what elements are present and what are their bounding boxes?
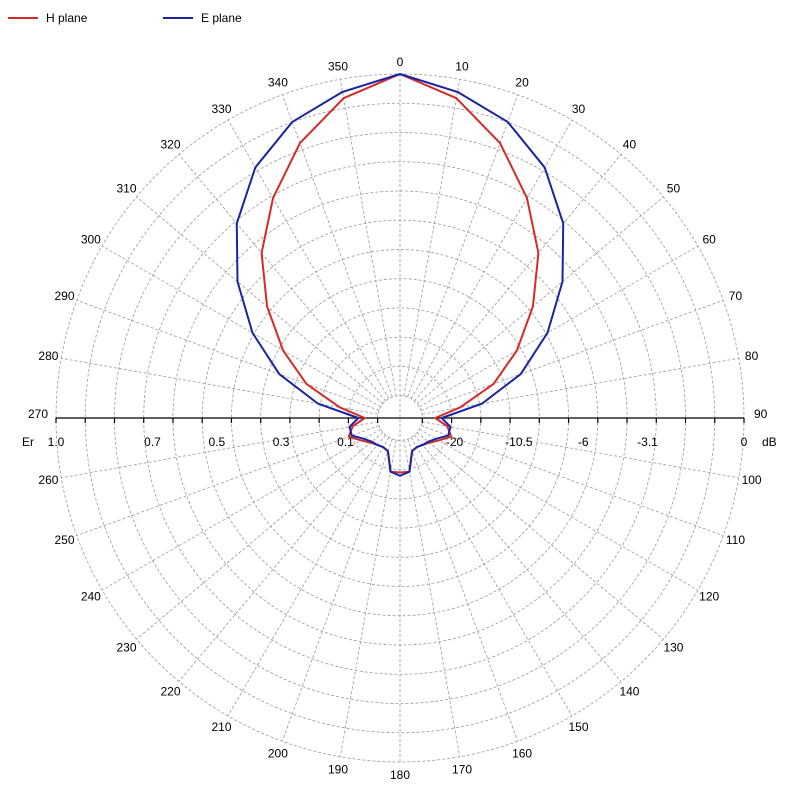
angle-tick-label: 220 xyxy=(161,684,181,698)
radial-right-tick-label: -20 xyxy=(446,435,464,449)
grid-spoke xyxy=(414,434,622,682)
grid-spoke xyxy=(281,94,393,398)
angle-tick-label: 70 xyxy=(729,289,743,303)
angle-tick-label: 170 xyxy=(452,763,472,777)
grid-spoke xyxy=(410,119,573,399)
grid-spoke xyxy=(414,154,622,402)
angle-tick-label: 290 xyxy=(55,289,75,303)
grid-spoke xyxy=(419,428,699,591)
grid-spoke xyxy=(281,438,393,742)
grid-spoke xyxy=(178,154,386,402)
angle-tick-label: 0 xyxy=(397,55,404,69)
radial-right-tick-label: -6 xyxy=(578,435,589,449)
angle-tick-label: 90 xyxy=(754,407,768,421)
angle-tick-label: 210 xyxy=(211,720,231,734)
legend-item-h-plane: H plane xyxy=(8,9,87,27)
grid-spoke xyxy=(420,299,724,411)
angle-tick-label: 50 xyxy=(667,182,681,196)
angle-tick-label: 270 xyxy=(28,407,48,421)
angle-tick-label: 330 xyxy=(211,102,231,116)
grid-spoke xyxy=(76,425,380,537)
legend-label-e-plane: E plane xyxy=(201,11,242,25)
angle-tick-label: 190 xyxy=(328,763,348,777)
radial-left-tick-label: 1.0 xyxy=(48,435,65,449)
grid-spoke xyxy=(339,439,397,757)
series-line-e-plane xyxy=(235,73,565,477)
radial-left-tick-label: 0.5 xyxy=(208,435,225,449)
grid-spoke xyxy=(407,94,519,398)
grid-spoke xyxy=(420,425,724,537)
radial-left-tick-label: 0.7 xyxy=(144,435,161,449)
angle-tick-label: 310 xyxy=(117,182,137,196)
angle-tick-label: 260 xyxy=(38,473,58,487)
angle-tick-label: 340 xyxy=(268,76,288,90)
angle-tick-label: 30 xyxy=(572,102,586,116)
series-line-h-plane xyxy=(260,73,540,474)
grid-spoke xyxy=(76,299,380,411)
angle-tick-label: 250 xyxy=(55,533,75,547)
series-lines xyxy=(235,73,565,477)
grid-spoke xyxy=(416,432,664,640)
radial-right-axis-label: dB xyxy=(762,435,777,449)
angle-tick-label: 20 xyxy=(515,76,529,90)
grid-spoke xyxy=(339,79,397,397)
radial-right-tick-label: -3.1 xyxy=(637,435,658,449)
angle-tick-label: 100 xyxy=(742,473,762,487)
angle-tick-label: 60 xyxy=(702,233,716,247)
angle-tick-label: 10 xyxy=(455,59,469,73)
grid-spoke xyxy=(101,428,381,591)
radial-right-tick-label: 0 xyxy=(741,435,748,449)
angle-tick-label: 140 xyxy=(619,684,639,698)
angle-tick-label: 80 xyxy=(745,349,759,363)
legend-swatch-h-plane xyxy=(8,17,38,19)
angle-tick-label: 150 xyxy=(568,720,588,734)
angle-tick-label: 130 xyxy=(663,640,683,654)
angle-tick-label: 110 xyxy=(726,533,745,547)
grid-spoke xyxy=(61,357,379,415)
grid-spoke xyxy=(61,421,379,479)
legend-swatch-e-plane xyxy=(163,17,193,19)
angle-tick-label: 160 xyxy=(512,746,532,760)
grid-spoke xyxy=(101,245,381,408)
grid-spoke xyxy=(421,357,739,415)
grid-spoke xyxy=(416,196,664,404)
grid-spoke xyxy=(403,79,461,397)
angle-tick-label: 280 xyxy=(38,349,58,363)
legend-label-h-plane: H plane xyxy=(46,11,88,25)
grid-spoke xyxy=(227,119,390,399)
radial-left-tick-label: 0.1 xyxy=(337,435,354,449)
angle-tick-label: 200 xyxy=(268,746,288,760)
grid-spoke xyxy=(178,434,386,682)
angle-tick-label: 350 xyxy=(328,59,348,73)
grid-spoke xyxy=(403,439,461,757)
legend-item-e-plane: E plane xyxy=(163,9,242,27)
radial-right-tick-label: -10.5 xyxy=(505,435,533,449)
grid-spoke xyxy=(407,438,519,742)
angle-tick-label: 40 xyxy=(623,138,637,152)
grid-spoke xyxy=(227,437,390,717)
radial-left-tick-label: 0.3 xyxy=(273,435,290,449)
angle-tick-label: 240 xyxy=(81,590,101,604)
radial-left-axis-label: Er xyxy=(22,435,34,449)
grid-spoke xyxy=(419,245,699,408)
angle-tick-label: 320 xyxy=(161,138,181,152)
angle-tick-label: 300 xyxy=(81,233,101,247)
grid-spoke xyxy=(410,437,573,717)
angle-tick-label: 230 xyxy=(117,640,137,654)
angle-tick-label: 120 xyxy=(699,590,719,604)
grid-spoke xyxy=(421,421,739,479)
angle-tick-label: 180 xyxy=(390,768,410,782)
grid-spoke xyxy=(136,196,384,404)
grid-spoke xyxy=(136,432,384,640)
tick-labels: 0 10 20 30 40 50 60 70 80 90 100 110 120 130 140 150 160… xyxy=(22,55,777,782)
radial-axis xyxy=(55,417,745,423)
